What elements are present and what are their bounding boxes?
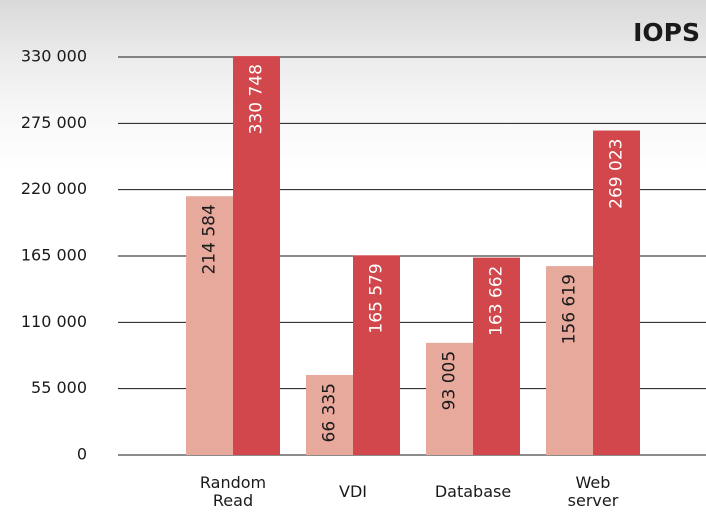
value-label: 330 748 xyxy=(247,64,267,134)
value-label: 93 005 xyxy=(440,351,460,410)
y-tick-label: 220 000 xyxy=(21,179,87,198)
y-tick-label: 330 000 xyxy=(21,47,87,66)
chart-title: IOPS xyxy=(633,18,700,47)
x-tick-label: Random Read xyxy=(195,469,271,515)
value-label: 214 584 xyxy=(200,204,220,274)
value-label: 165 579 xyxy=(367,263,387,333)
chart-area: IOPS 0 55 000 110 000 165 000 220 000 275 000… xyxy=(0,0,706,513)
y-tick-label: 275 000 xyxy=(21,113,87,132)
chart: IOPS 0 55 000 110 000 165 000 220 000 275 000… xyxy=(0,0,706,513)
y-tick-label: 165 000 xyxy=(21,246,87,265)
y-tick-label: 110 000 xyxy=(21,312,87,331)
x-tick-label: Database xyxy=(435,469,511,515)
value-label: 163 662 xyxy=(487,266,507,336)
value-label: 156 619 xyxy=(560,274,580,344)
x-tick-label: Web server xyxy=(555,469,631,515)
y-tick-label: 55 000 xyxy=(31,378,87,397)
x-tick-label: VDI xyxy=(315,469,391,515)
value-label: 269 023 xyxy=(607,139,627,209)
value-label: 66 335 xyxy=(320,383,340,442)
y-tick-label: 0 xyxy=(77,445,87,464)
